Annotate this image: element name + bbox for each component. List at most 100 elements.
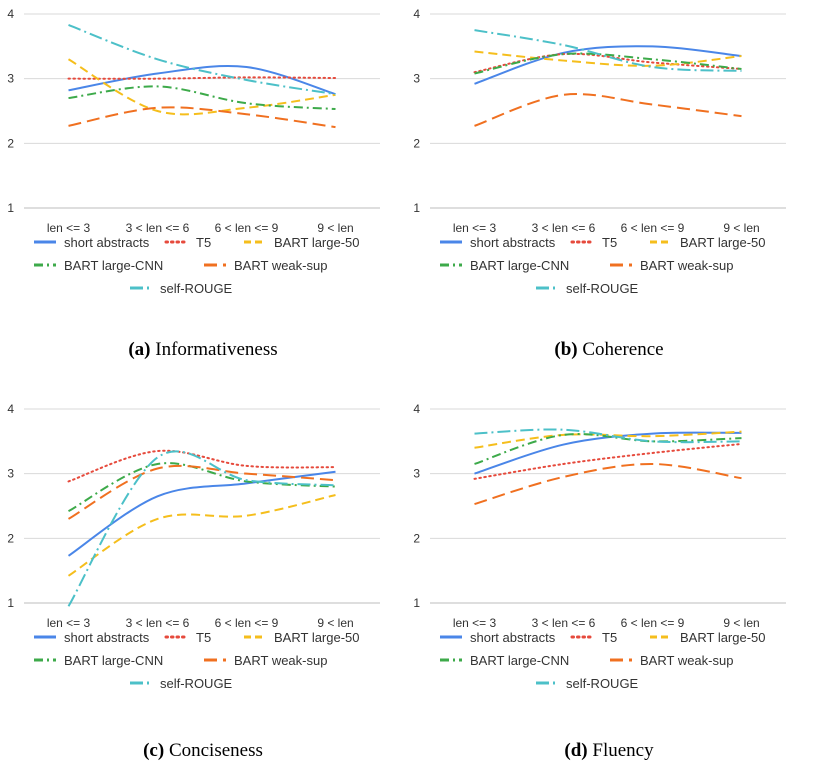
legend-label: BART weak-sup [234, 653, 327, 668]
legend-entry-t5: T5 [570, 235, 617, 250]
caption-letter: (c) [143, 740, 165, 761]
x-tick-label: len <= 3 [47, 616, 91, 630]
caption-letter: (b) [554, 339, 578, 360]
legend-label: short abstracts [64, 235, 150, 250]
series-line-self-rouge [67, 450, 336, 607]
series-line-bart-large-cnn [474, 433, 742, 465]
legend-entry-bart-large-cnn: BART large-CNN [34, 653, 163, 668]
legend-entry-t5: T5 [164, 235, 211, 250]
y-tick-label: 4 [7, 402, 14, 416]
legend-entry-self-rouge: self-ROUGE [130, 676, 233, 691]
y-tick-label: 3 [7, 467, 14, 481]
panel-conciseness: 1 2 3 4 len <= 3 3 < len <= 6 6 < len <= 9 9 < … [0, 395, 406, 780]
y-tick-label: 4 [7, 7, 14, 21]
series-line-self-rouge [474, 29, 742, 72]
series-line-bart-weak-sup [68, 464, 336, 520]
caption-letter: (a) [128, 339, 151, 360]
y-tick-label: 2 [413, 531, 420, 545]
legend-label: BART large-50 [274, 630, 360, 645]
legend-entry-self-rouge: self-ROUGE [130, 281, 233, 296]
series-line-bart-large-cnn [68, 462, 336, 513]
y-tick-label: 4 [413, 402, 420, 416]
caption-text: Informativeness [155, 339, 278, 360]
legend-label: self-ROUGE [566, 281, 639, 296]
gridlines [24, 13, 380, 209]
x-tick-label: 6 < len <= 9 [621, 616, 685, 630]
legend-entry-bart-large-50: BART large-50 [650, 235, 766, 250]
series-line-bart-large-cnn [474, 52, 742, 75]
x-tick-label: 3 < len <= 6 [532, 616, 596, 630]
legend-label: self-ROUGE [160, 281, 233, 296]
legend-entry-bart-large-50: BART large-50 [650, 630, 766, 645]
series-line-bart-weak-sup [474, 93, 742, 127]
legend-label: BART large-50 [274, 235, 360, 250]
legend-label: BART large-CNN [470, 653, 569, 668]
legend: short abstracts T5 BART large-50 BART large… [34, 235, 360, 296]
chart-informativeness: 1 2 3 4 len <= 3 3 < len <= 6 6 < len <= 9 9 < … [7, 7, 380, 296]
y-tick-label: 3 [413, 72, 420, 86]
legend-label: BART weak-sup [640, 653, 733, 668]
x-tick-label: len <= 3 [47, 221, 91, 235]
gridlines [430, 13, 786, 209]
chart-coherence: 1 2 3 4 len <= 3 3 < len <= 6 6 < len <= 9 9 < … [413, 7, 786, 296]
series-line-self-rouge [474, 428, 742, 444]
legend-label: BART large-50 [680, 630, 766, 645]
legend-entry-t5: T5 [570, 630, 617, 645]
legend-label: BART weak-sup [234, 258, 327, 273]
y-tick-label: 1 [413, 201, 420, 215]
legend: short abstracts T5 BART large-50 BART large… [440, 630, 766, 691]
x-tick-label: 9 < len [317, 616, 353, 630]
caption-text: Coherence [582, 339, 664, 360]
y-tick-label: 1 [7, 596, 14, 610]
legend-label: BART large-50 [680, 235, 766, 250]
legend-label: self-ROUGE [160, 676, 233, 691]
x-tick-label: len <= 3 [453, 616, 497, 630]
x-tick-label: 6 < len <= 9 [215, 221, 279, 235]
x-tick-label: 3 < len <= 6 [532, 221, 596, 235]
y-tick-label: 1 [7, 201, 14, 215]
legend-label: short abstracts [470, 235, 556, 250]
gridlines [430, 408, 786, 604]
series-line-self-rouge [68, 24, 336, 96]
series-line-bart-large-50 [67, 58, 336, 116]
legend-entry-bart-large-50: BART large-50 [244, 235, 360, 250]
legend-label: BART large-CNN [470, 258, 569, 273]
legend-entry-bart-weak-sup: BART weak-sup [610, 258, 733, 273]
legend-entry-bart-large-50: BART large-50 [244, 630, 360, 645]
legend-label: BART large-CNN [64, 653, 163, 668]
legend-label: self-ROUGE [566, 676, 639, 691]
caption-letter: (d) [564, 740, 588, 761]
y-tick-label: 3 [413, 467, 420, 481]
legend-entry-bart-large-cnn: BART large-CNN [440, 653, 569, 668]
legend-entry-bart-large-cnn: BART large-CNN [34, 258, 163, 273]
legend-entry-bart-large-cnn: BART large-CNN [440, 258, 569, 273]
caption: (a) Informativeness [0, 339, 406, 361]
caption: (c) Conciseness [0, 740, 406, 762]
panel-coherence: 1 2 3 4 len <= 3 3 < len <= 6 6 < len <= 9 9 < … [406, 0, 812, 385]
x-tick-label: 6 < len <= 9 [215, 616, 279, 630]
series-line-bart-large-cnn [68, 85, 336, 111]
legend-entry-short-abstracts: short abstracts [34, 235, 150, 250]
legend-label: BART large-CNN [64, 258, 163, 273]
x-tick-label: 6 < len <= 9 [621, 221, 685, 235]
legend-label: short abstracts [64, 630, 150, 645]
legend-entry-bart-weak-sup: BART weak-sup [204, 653, 327, 668]
legend-entry-short-abstracts: short abstracts [440, 630, 556, 645]
legend-label: T5 [196, 630, 211, 645]
y-tick-label: 4 [413, 7, 420, 21]
series-line-short-abstracts [68, 65, 336, 96]
legend-label: T5 [602, 235, 617, 250]
x-tick-label: 3 < len <= 6 [126, 221, 190, 235]
panel-informativeness: 1 2 3 4 len <= 3 3 < len <= 6 6 < len <= 9 9 < … [0, 0, 406, 385]
y-tick-label: 2 [7, 531, 14, 545]
legend-label: BART weak-sup [640, 258, 733, 273]
caption: (b) Coherence [406, 339, 812, 361]
series-line-bart-weak-sup [474, 462, 742, 506]
legend-entry-bart-weak-sup: BART weak-sup [610, 653, 733, 668]
x-tick-label: len <= 3 [453, 221, 497, 235]
x-tick-label: 3 < len <= 6 [126, 616, 190, 630]
x-tick-label: 9 < len [723, 616, 759, 630]
chart-conciseness: 1 2 3 4 len <= 3 3 < len <= 6 6 < len <= 9 9 < … [7, 402, 380, 691]
legend-label: T5 [196, 235, 211, 250]
caption-text: Fluency [592, 740, 654, 761]
